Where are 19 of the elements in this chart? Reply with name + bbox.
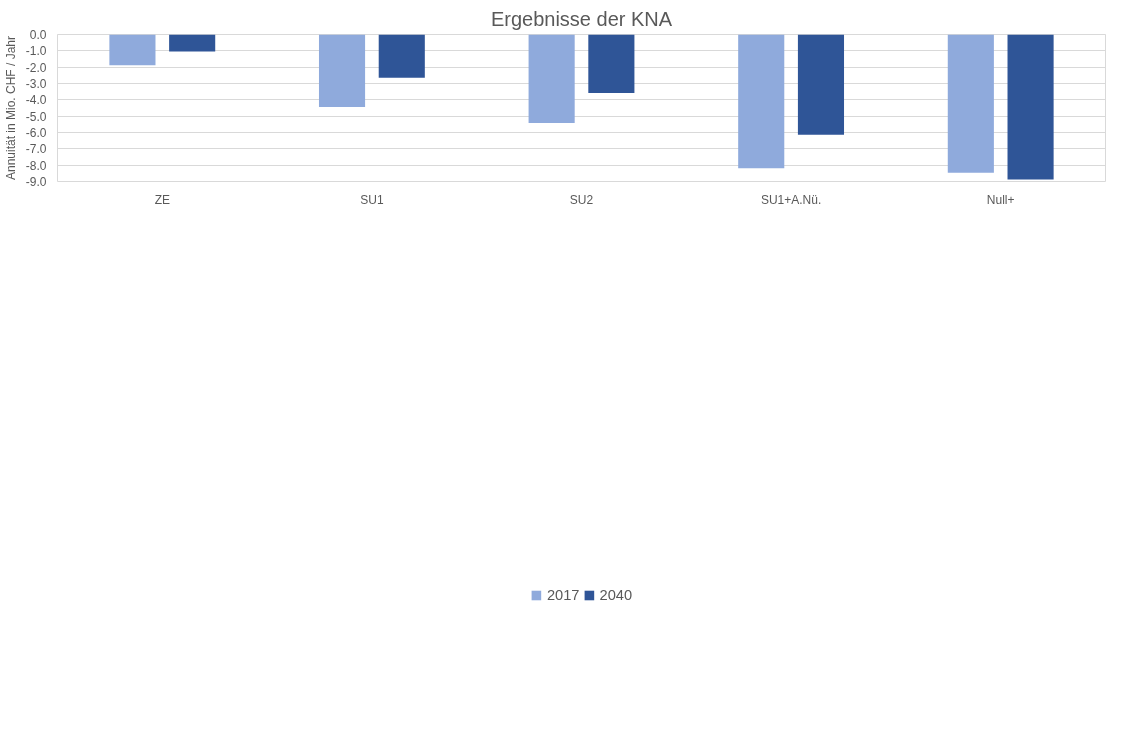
x-tick-label: SU2 [569,192,594,207]
y-axis-title: Annuität in Mio. CHF / Jahr [3,35,18,181]
y-tick-label: -7.0 [25,142,47,157]
y-tick-label: -9.0 [25,175,47,189]
x-tick-label: Null+ [986,192,1015,207]
y-tick-label: -3.0 [25,77,47,91]
y-tick-label: -4.0 [25,93,47,108]
legend-label: 2040 [599,587,633,603]
x-tick-label: SU1 [360,192,384,207]
chart-title: Ergebnisse der KNA [490,7,673,30]
x-tick-label: ZE [154,192,170,207]
y-tick-label: 0.0 [29,28,47,42]
y-tick-label: -2.0 [25,60,47,75]
y-tick-label: -8.0 [25,158,47,173]
y-tick-label: -6.0 [25,126,47,140]
x-tick-label: SU1+A.Nü. [760,192,822,207]
y-tick-label: -1.0 [25,44,47,59]
legend-label: 2017 [546,587,580,603]
y-tick-label: -5.0 [25,109,47,124]
